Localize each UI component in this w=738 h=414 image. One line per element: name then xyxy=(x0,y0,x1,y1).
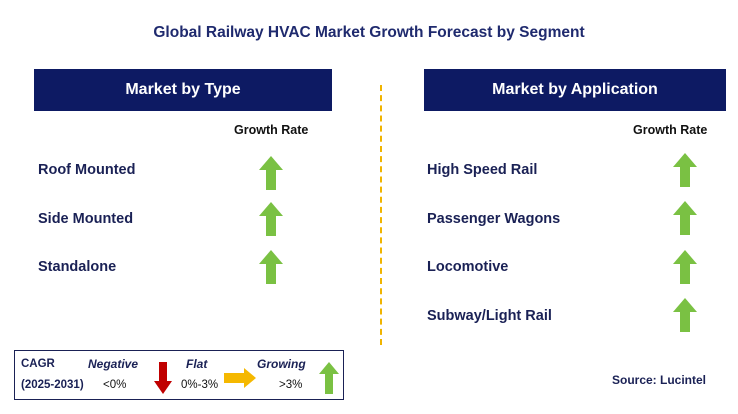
application-row-locomotive: Locomotive xyxy=(427,259,509,275)
application-growth-rate-header: Growth Rate xyxy=(633,123,708,137)
legend-flat-label: Flat xyxy=(186,357,208,371)
type-row-roof-mounted: Roof Mounted xyxy=(38,162,136,178)
growing-up-arrow-icon xyxy=(259,202,283,236)
type-panel-header: Market by Type xyxy=(34,69,332,111)
legend-period: (2025-2031) xyxy=(21,379,84,391)
growing-up-arrow-icon xyxy=(673,153,697,187)
legend-flat-range: 0%-3% xyxy=(181,379,219,391)
type-row-side-mounted: Side Mounted xyxy=(38,211,134,227)
application-row-passenger-wagons: Passenger Wagons xyxy=(427,211,561,227)
growing-up-arrow-icon xyxy=(673,250,697,284)
legend-growing-range: >3% xyxy=(279,379,303,391)
type-growth-rate-header: Growth Rate xyxy=(234,123,309,137)
growing-up-arrow-icon xyxy=(673,298,697,332)
legend-growing-label: Growing xyxy=(257,357,306,371)
growing-up-arrow-icon xyxy=(259,250,283,284)
growing-up-arrow-icon xyxy=(673,201,697,235)
application-panel-header: Market by Application xyxy=(424,69,726,111)
legend-negative-range: <0% xyxy=(103,379,127,391)
red-down-arrow-icon xyxy=(154,362,172,394)
panel-divider xyxy=(380,85,382,345)
application-row-high-speed-rail: High Speed Rail xyxy=(427,162,538,178)
cagr-legend: CAGR (2025-2031) Negative <0% Flat 0%-3%… xyxy=(14,350,344,400)
application-row-subway-light-rail: Subway/Light Rail xyxy=(427,308,552,324)
type-row-standalone: Standalone xyxy=(38,259,117,275)
green-up-arrow-icon xyxy=(319,362,339,394)
legend-negative-label: Negative xyxy=(88,357,139,371)
page-title: Global Railway HVAC Market Growth Foreca… xyxy=(153,24,585,41)
growing-up-arrow-icon xyxy=(259,156,283,190)
legend-cagr-label: CAGR xyxy=(21,358,55,370)
source-note: Source: Lucintel xyxy=(612,373,707,387)
orange-right-arrow-icon xyxy=(224,368,256,388)
